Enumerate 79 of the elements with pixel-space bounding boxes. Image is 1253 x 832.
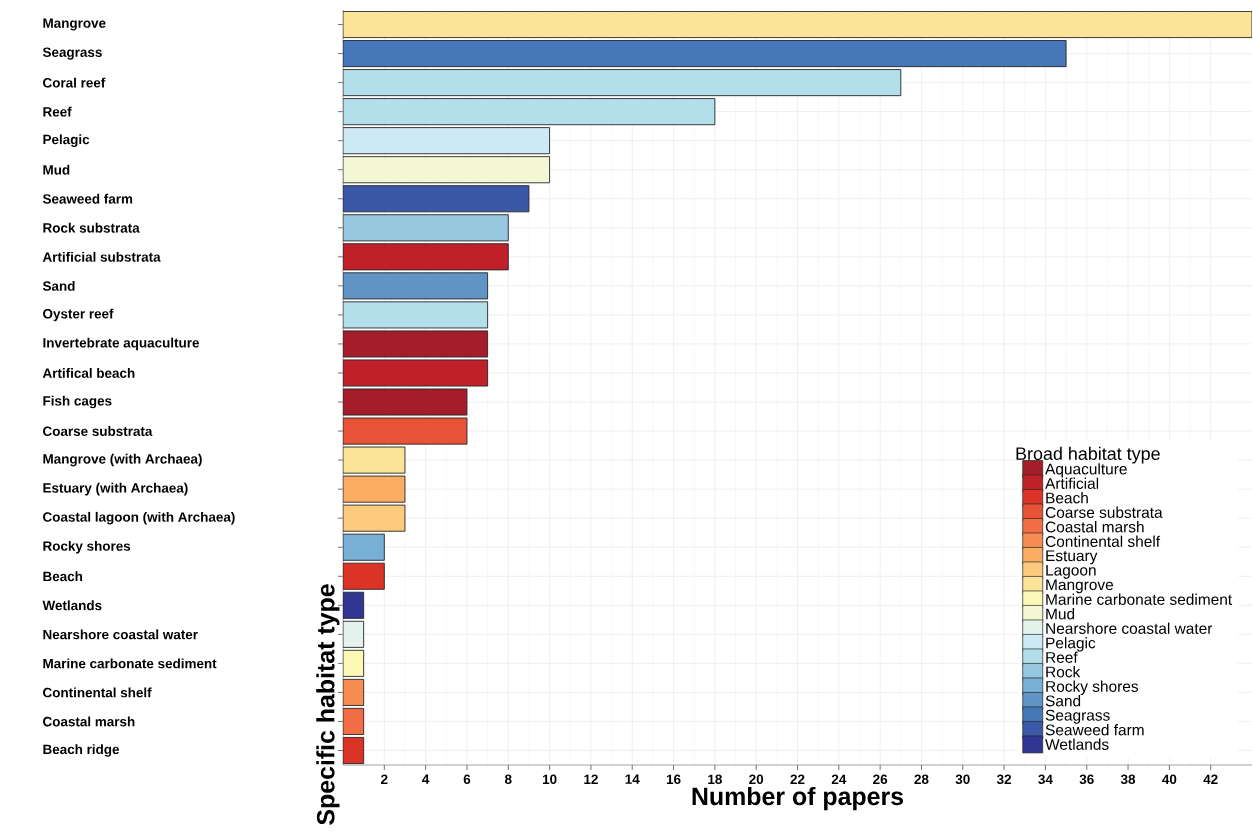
y-tick-label: Sand (42, 280, 75, 291)
y-tick-label: Continental shelf (43, 687, 152, 698)
legend-label: Beach (1046, 492, 1088, 504)
x-tick-label: 4 (422, 774, 430, 784)
legend-label: Rocky shores (1046, 680, 1139, 695)
x-tick-label: 38 (1120, 774, 1136, 785)
x-tick-label: 18 (708, 774, 722, 785)
y-tick-label: Estuary (with Archaea) (43, 482, 188, 496)
legend-label: Seagrass (1045, 709, 1110, 724)
y-tick-label: Reef (43, 106, 72, 117)
x-tick-label: 20 (749, 774, 764, 785)
y-tick-label: Oyster reef (43, 308, 114, 322)
x-tick-label: 30 (955, 774, 970, 785)
legend-label: Seaweed farm (1045, 724, 1144, 736)
y-tick-label: Pelagic (43, 134, 90, 147)
y-tick-label: Invertebrate aquaculture (43, 337, 199, 351)
bar (343, 69, 902, 97)
bar (343, 359, 489, 387)
legend-label: Nearshore coastal water (1046, 622, 1213, 634)
x-tick-label: 16 (666, 774, 681, 785)
y-tick-label: Beach (43, 571, 83, 582)
x-tick-label: 36 (1079, 774, 1094, 785)
y-tick-label: Rock substrata (43, 222, 140, 233)
y-tick-label: Wetlands (42, 600, 102, 611)
legend-label: Estuary (1046, 550, 1098, 565)
x-tick-label: 34 (1038, 774, 1053, 785)
y-tick-label: Seagrass (42, 47, 102, 60)
x-tick-label: 2 (381, 774, 388, 784)
y-tick-label: Mud (43, 164, 70, 175)
x-tick-label: 24 (831, 774, 847, 784)
y-tick-label: Coral reef (43, 77, 106, 88)
legend-title: Broad habitat type (1016, 446, 1160, 464)
y-tick-label: Mangrove (with Archaea) (43, 453, 202, 467)
y-tick-label: Coastal marsh (43, 716, 135, 727)
legend-label: Mud (1046, 608, 1075, 620)
y-tick-label: Artificial substrata (42, 251, 161, 262)
y-axis-title: Specific habitat type (316, 584, 340, 825)
y-tick-label: Coarse substrata (43, 426, 153, 436)
legend-label: Coastal marsh (1045, 521, 1144, 533)
x-tick-label: 40 (1162, 774, 1177, 785)
x-tick-label: 8 (504, 774, 512, 785)
x-tick-label: 22 (790, 774, 805, 784)
y-tick-label: Coastal lagoon (with Archaea) (43, 511, 235, 525)
x-tick-label: 28 (914, 774, 929, 785)
x-tick-label: 10 (542, 774, 557, 785)
legend-label: Continental shelf (1045, 535, 1161, 547)
legend-label: Mangrove (1046, 579, 1114, 594)
bar (343, 243, 509, 271)
y-tick-label: Rocky shores (43, 540, 131, 554)
y-tick-label: Beach ridge (43, 744, 120, 757)
x-tick-label: 6 (463, 774, 471, 785)
bar (343, 330, 489, 358)
y-tick-label: Nearshore coastal water (43, 629, 198, 640)
x-axis-title: Number of papers (692, 786, 904, 811)
y-tick-label: Artifical beach (42, 368, 135, 378)
legend-label: Pelagic (1046, 637, 1096, 652)
legend-label: Rock (1046, 666, 1081, 678)
x-tick-label: 14 (625, 774, 640, 784)
y-tick-label: Fish cages (43, 395, 112, 409)
legend-label: Lagoon (1046, 564, 1096, 579)
x-tick-label: 32 (996, 774, 1012, 785)
bar (343, 11, 1253, 39)
bar (343, 98, 716, 126)
legend-label: Reef (1046, 651, 1078, 663)
x-tick-label: 12 (584, 774, 598, 784)
legend-label: Wetlands (1045, 738, 1109, 750)
legend-label: Marine carbonate sediment (1046, 593, 1233, 605)
bar (343, 301, 489, 329)
legend-label: Sand (1045, 695, 1081, 707)
x-tick-label: 42 (1203, 774, 1218, 784)
legend-label: Coarse substrata (1045, 506, 1163, 518)
legend-label: Artificial (1045, 477, 1099, 489)
y-tick-label: Marine carbonate sediment (43, 658, 217, 669)
bar (343, 562, 385, 590)
legend-label: Aquaculture (1045, 463, 1127, 478)
bar (343, 388, 468, 416)
y-tick-label: Seaweed farm (42, 193, 133, 204)
x-tick-label: 26 (873, 774, 888, 785)
y-tick-label: Mangrove (43, 18, 106, 31)
